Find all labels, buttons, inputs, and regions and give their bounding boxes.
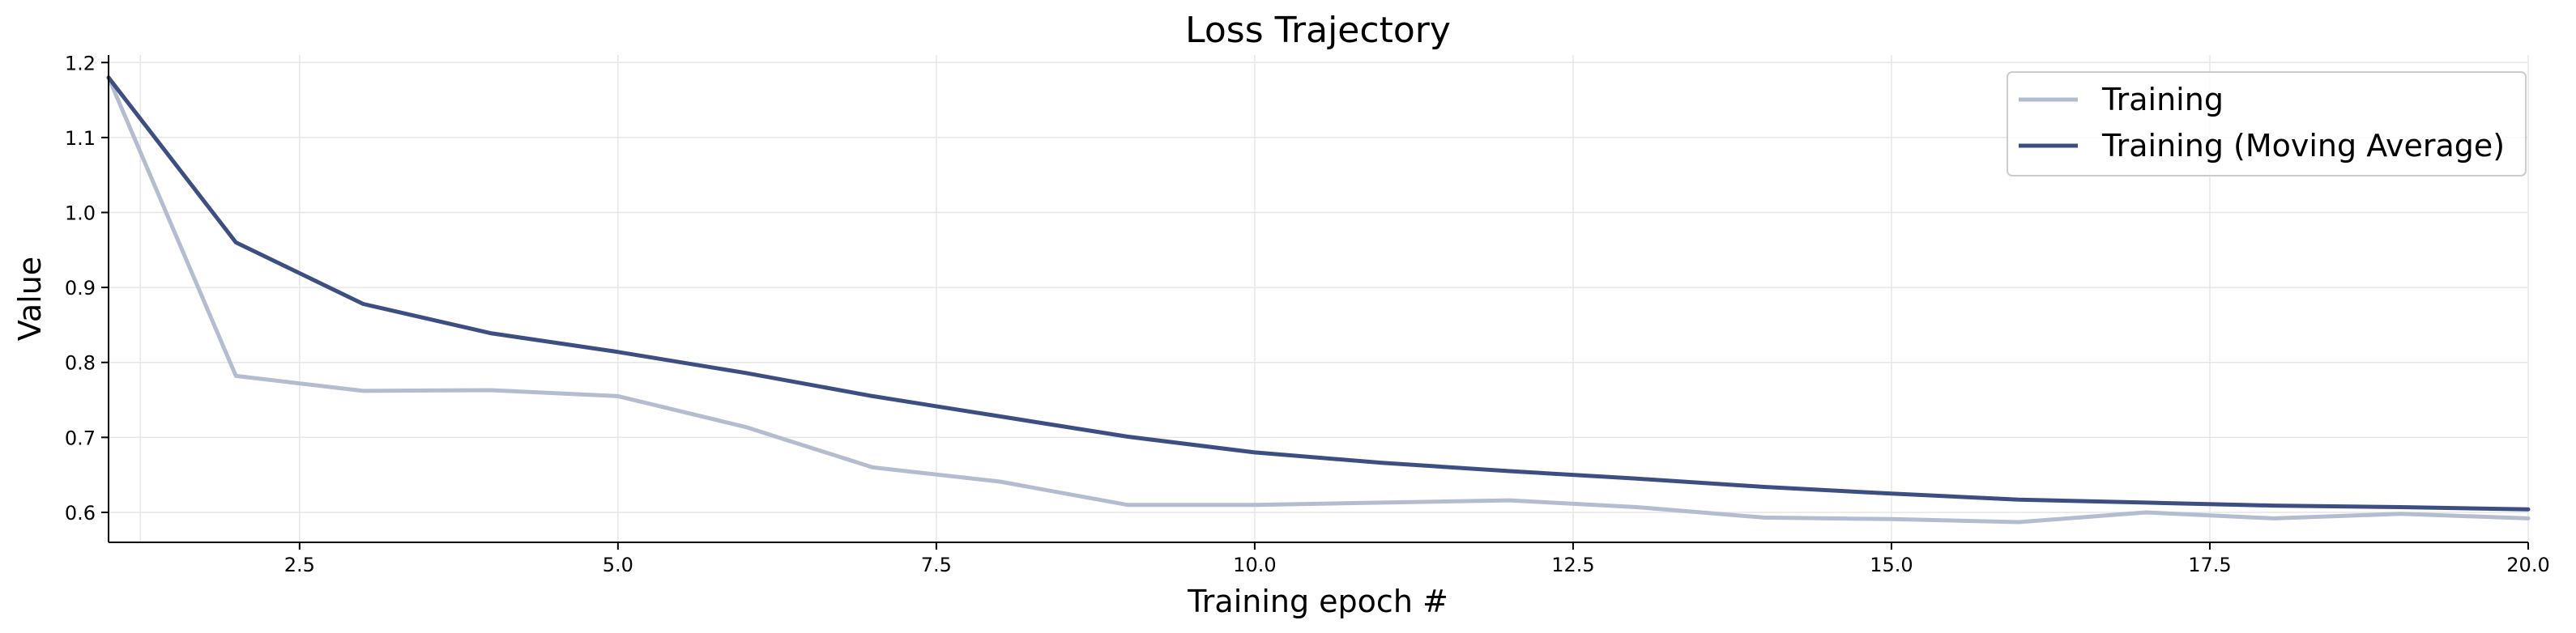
- x-axis-ticks: 2.5 5.0 7.5 10.0 12.5 15.0 17.5 20.0: [284, 542, 2550, 576]
- y-tick-label: 0.6: [65, 502, 96, 525]
- series-line-training: [106, 75, 2531, 525]
- y-tick-label: 0.9: [65, 277, 96, 300]
- y-tick-label: 1.2: [65, 52, 96, 74]
- chart-title: Loss Trajectory: [1185, 10, 1451, 51]
- legend: Training Training (Moving Average): [2007, 71, 2527, 176]
- x-tick-label: 10.0: [1233, 554, 1276, 576]
- series-layer: [106, 75, 2531, 525]
- legend-label-training: Training: [2101, 82, 2224, 117]
- x-tick-label: 12.5: [1551, 554, 1594, 576]
- x-axis-title: Training epoch #: [1187, 584, 1448, 619]
- legend-box: [2007, 71, 2527, 176]
- y-tick-label: 1.1: [65, 127, 96, 150]
- y-axis-title: Value: [12, 257, 48, 341]
- x-tick-label: 7.5: [921, 554, 952, 576]
- x-tick-label: 17.5: [2188, 554, 2231, 576]
- legend-label-moving-average: Training (Moving Average): [2101, 128, 2505, 164]
- y-tick-label: 1.0: [65, 202, 96, 224]
- x-tick-label: 2.5: [284, 554, 315, 576]
- y-axis-ticks: 0.6 0.7 0.8 0.9 1.0 1.1 1.2: [65, 52, 109, 525]
- x-tick-label: 20.0: [2506, 554, 2549, 576]
- y-tick-label: 0.8: [65, 352, 96, 375]
- y-tick-label: 0.7: [65, 427, 96, 449]
- x-tick-label: 15.0: [1870, 554, 1913, 576]
- x-tick-label: 5.0: [603, 554, 633, 576]
- series-line-moving-average: [106, 75, 2531, 512]
